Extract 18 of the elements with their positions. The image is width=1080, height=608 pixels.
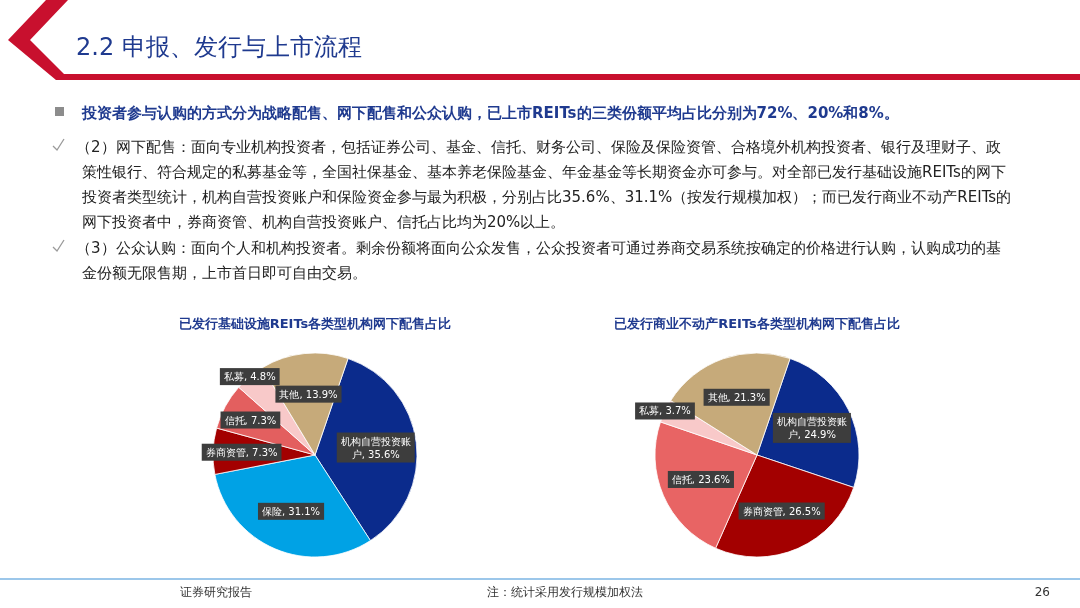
text: 证券研究报告	[180, 585, 252, 599]
slice-label: 信托, 7.3%	[224, 414, 277, 426]
text: （2）网下配售：面向专业机构投资者，包括证券公司、基金、信托、财务公司、保险及保险资管、合格境外机构投资者、银行及理财子、政策性银行、符合规定的私募基金等，全国社保基金、基本养老保险基金、年金基金等长期资金亦可参与。对全部已发行基础设施REITs的网下投资者类型统计，机构自营投资账户和保险资金参与最为积极，分别占比35.6%、31.1%（按发行规模加权）；而已发行商业不动产REITs的网下投资者中，券商资管、机构自营投资账户、信托占比均为20%以上。	[76, 138, 1012, 231]
chart-title: 已发行商业不动产REITs各类型机构网下配售占比	[614, 316, 900, 331]
text: 注：统计采用发行规模加权法	[487, 585, 643, 599]
text: 2.2 申报、发行与上市流程	[76, 33, 362, 61]
text: （3）公众认购：面向个人和机构投资者。剩余份额将面向公众发售，公众投资者可通过券商交易系统按确定的价格进行认购，认购成功的基金份额无限售期，上市首日即可自由交易。	[76, 239, 1001, 282]
slice-label: 私募, 3.7%	[639, 405, 691, 417]
slice-label: 私募, 4.8%	[223, 371, 276, 383]
slice-label: 券商资管, 7.3%	[205, 446, 278, 458]
slice-label: 券商资管, 26.5%	[742, 505, 821, 517]
chart-title: 已发行基础设施REITs各类型机构网下配售占比	[178, 316, 452, 331]
text: 投资者参与认购的方式分为战略配售、网下配售和公众认购，已上市REITs的三类份额平均占比分别为72%、20%和8%。	[81, 104, 899, 122]
slice-label: 保险, 31.1%	[261, 505, 321, 517]
text: 26	[1034, 585, 1050, 599]
slice-label: 信托, 23.6%	[671, 473, 730, 485]
slice-label: 其他, 13.9%	[279, 388, 338, 400]
slice-label: 其他, 21.3%	[707, 391, 766, 403]
